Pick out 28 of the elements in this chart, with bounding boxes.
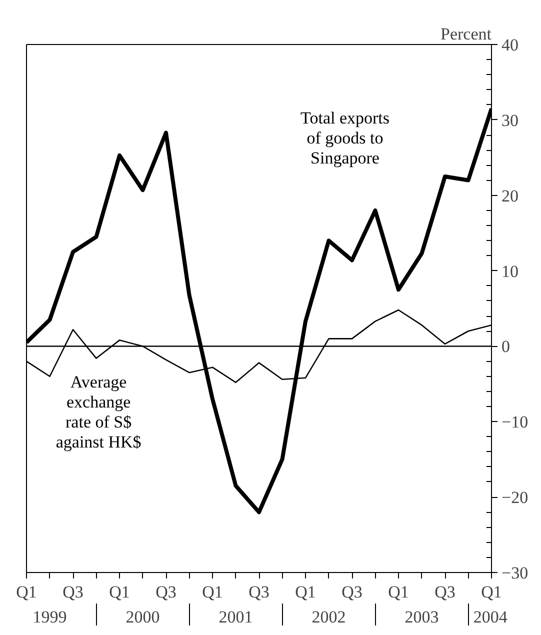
text: 2003 [404, 608, 439, 626]
x-tick-label: Q3 [248, 582, 270, 602]
text: 2002 [312, 608, 346, 626]
series-label: Average exchange rate of S$ against HK$ [56, 372, 142, 452]
text: 2004 [473, 608, 508, 626]
text: 2000 [126, 608, 160, 626]
x-tick-label: Q1 [295, 582, 316, 602]
x-tick-label: Q3 [434, 582, 456, 602]
text: 1999 [32, 608, 67, 626]
x-tick-label: Q1 [16, 582, 37, 602]
y-tick-label: −30 [502, 564, 528, 582]
y-tick-label: −10 [502, 412, 528, 432]
x-tick-label: Q1 [388, 582, 409, 602]
y-tick-label: 20 [502, 186, 518, 206]
x-tick-label: Q3 [156, 582, 176, 602]
x-tick-label: Q3 [342, 582, 362, 602]
y-tick-label: 10 [502, 262, 518, 281]
y-axis-title: Percent [440, 24, 492, 44]
y-tick-label: 30 [502, 110, 518, 130]
y-tick-label: 0 [502, 337, 510, 356]
x-tick-label: Q3 [62, 582, 84, 602]
x-tick-label: Q1 [481, 582, 502, 602]
y-tick-label: 40 [502, 36, 518, 54]
y-tick-label: −20 [502, 488, 528, 508]
text: Total exports of goods to Singapore [300, 108, 390, 168]
x-tick-label: Q1 [109, 582, 130, 602]
text: 2001 [218, 608, 253, 626]
x-tick-label: Q1 [202, 582, 223, 602]
